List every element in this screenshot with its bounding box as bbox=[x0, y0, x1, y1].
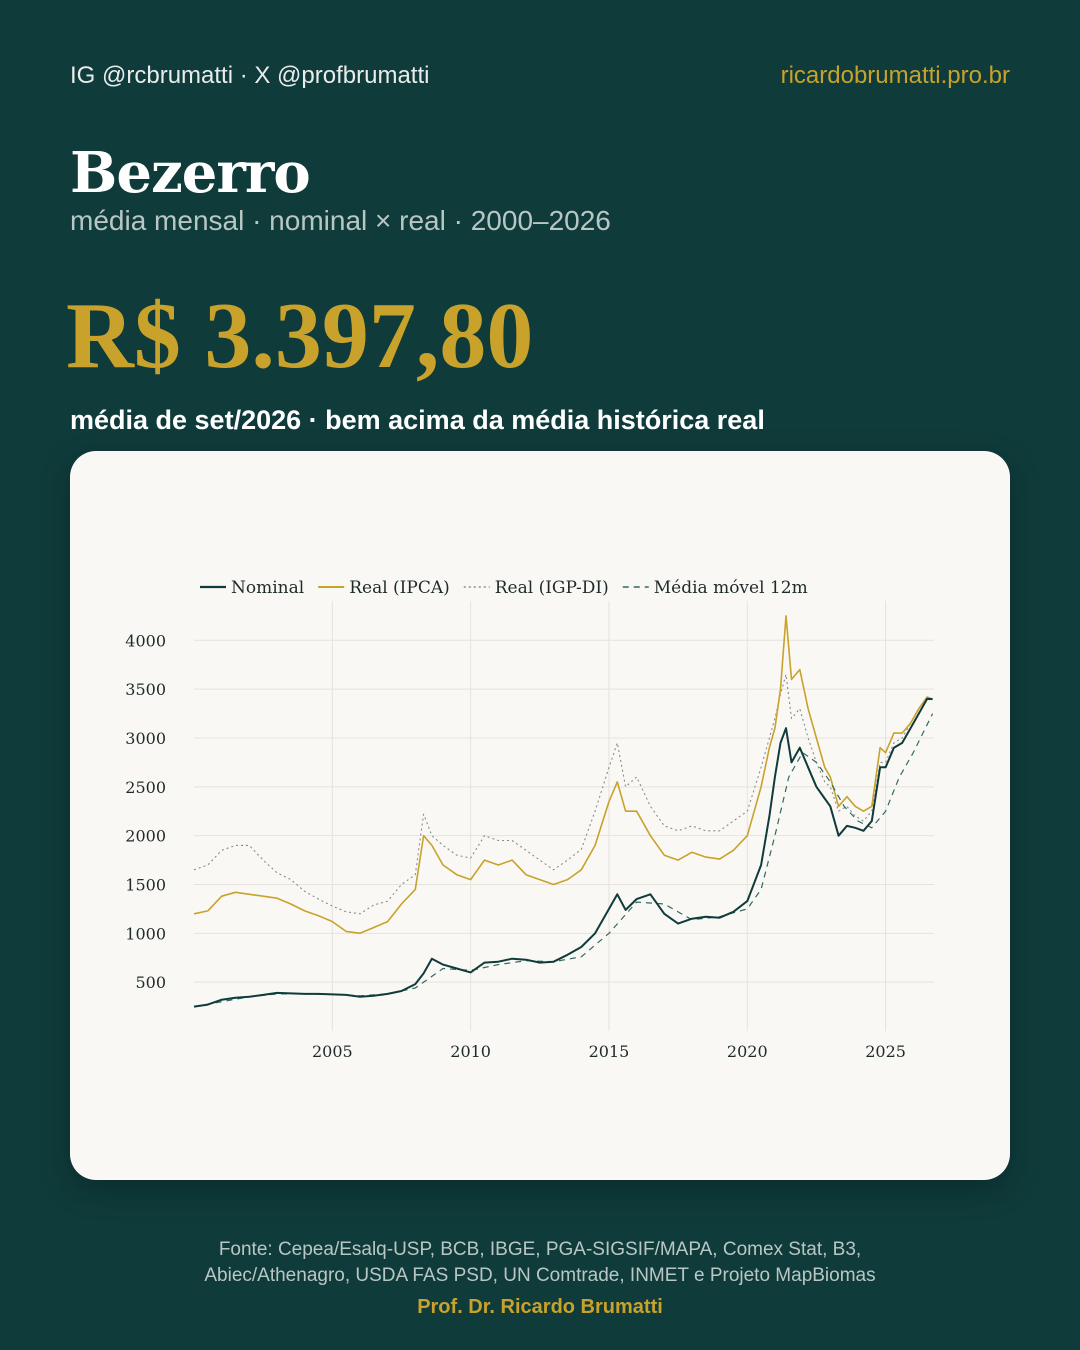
legend-label: Nominal bbox=[231, 578, 304, 598]
y-tick-label: 1500 bbox=[125, 875, 166, 894]
x-tick-label: 2015 bbox=[589, 1042, 630, 1061]
page-title: Bezerro bbox=[70, 140, 311, 206]
source-line-1: Fonte: Cepea/Esalq-USP, BCB, IBGE, PGA-S… bbox=[218, 1239, 862, 1260]
y-tick-label: 4000 bbox=[125, 631, 166, 650]
x-tick-label: 2025 bbox=[865, 1042, 906, 1061]
y-tick-label: 1000 bbox=[125, 924, 166, 943]
x-tick-label: 2005 bbox=[312, 1042, 353, 1061]
series-line-nominal bbox=[193, 697, 933, 1008]
y-tick-label: 500 bbox=[135, 973, 166, 992]
legend-label: Real (IPCA) bbox=[349, 578, 450, 598]
y-tick-label: 2500 bbox=[125, 778, 166, 797]
y-tick-label: 3500 bbox=[125, 680, 166, 699]
top-bar: IG @rcbrumatti · X @profbrumatti ricardo… bbox=[70, 62, 1010, 94]
price-chart: 500 1000 1500 2000 2500 3000 3500 4000 2005 2010 2… bbox=[125, 578, 934, 1061]
y-tick-label: 3000 bbox=[125, 729, 166, 748]
chart-card: 500 1000 1500 2000 2500 3000 3500 4000 2005 2010 2… bbox=[70, 451, 1010, 1180]
social-handles: IG @rcbrumatti · X @profbrumatti bbox=[70, 62, 430, 89]
series-line-real-ipca bbox=[193, 615, 933, 935]
author-credit: Prof. Dr. Ricardo Brumatti bbox=[417, 1296, 663, 1318]
highlight-value: R$ 3.397,80 bbox=[66, 284, 534, 388]
x-tick-label: 2010 bbox=[450, 1042, 491, 1061]
source-note: Fonte: Cepea/Esalq-USP, BCB, IBGE, PGA-S… bbox=[120, 1237, 960, 1289]
y-tick-label: 2000 bbox=[125, 827, 166, 846]
legend-label: Real (IGP-DI) bbox=[495, 578, 609, 598]
legend-label: Média móvel 12m bbox=[654, 578, 808, 598]
source-line-2: Abiec/Athenagro, USDA FAS PSD, UN Comtra… bbox=[204, 1265, 876, 1286]
website-link[interactable]: ricardobrumatti.pro.br bbox=[780, 62, 1010, 89]
page-subtitle: média mensal · nominal × real · 2000–202… bbox=[70, 205, 611, 236]
x-tick-label: 2020 bbox=[727, 1042, 768, 1061]
series-line-m-dia-m-vel-12m bbox=[193, 713, 934, 1008]
highlight-caption: média de set/2026 · bem acima da média h… bbox=[70, 405, 765, 435]
